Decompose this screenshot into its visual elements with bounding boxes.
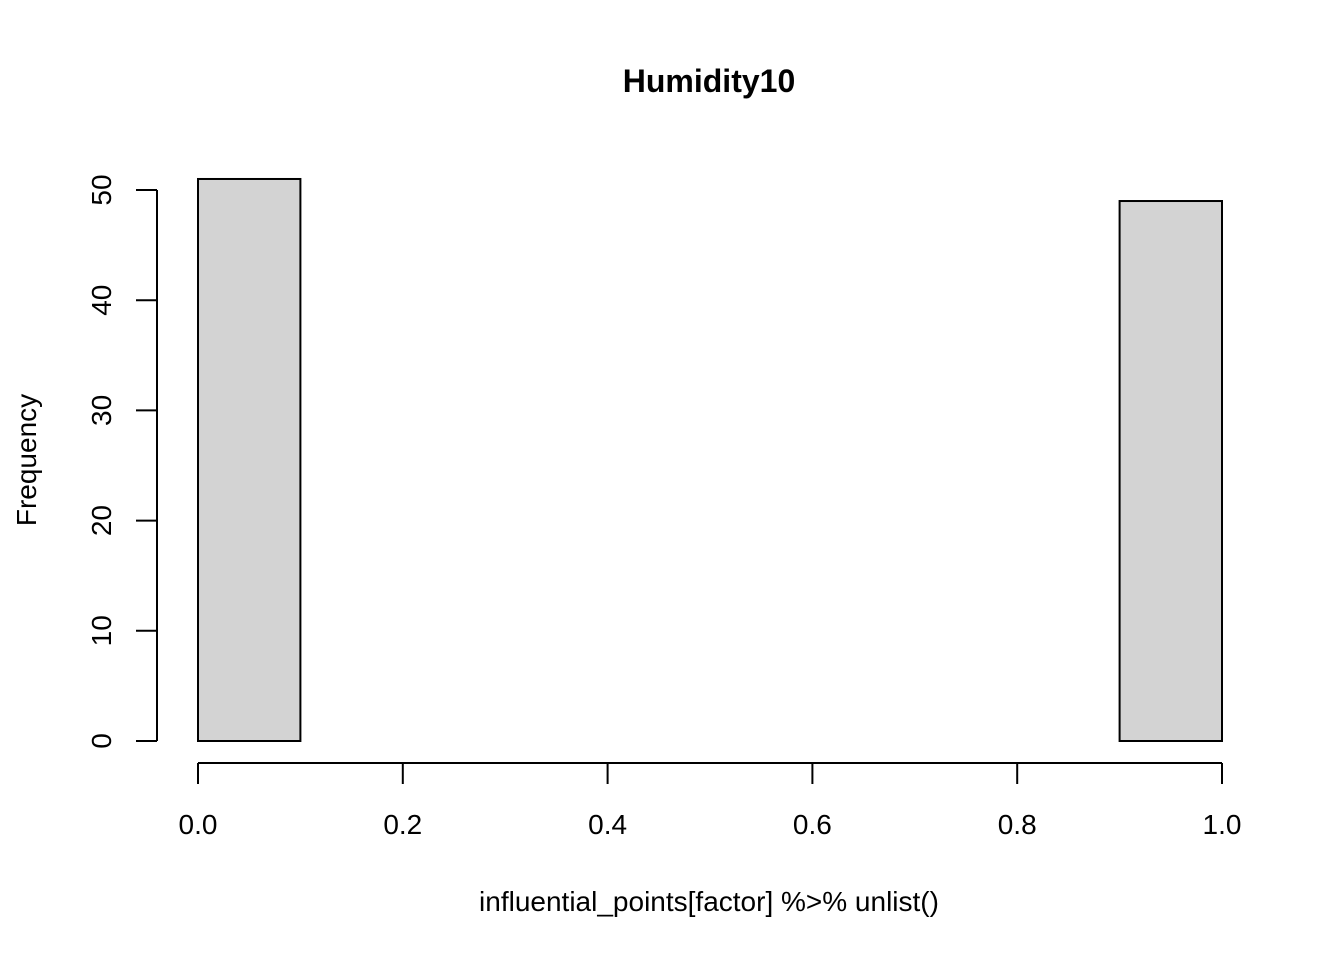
histogram-bar — [197, 177, 302, 743]
histogram-bar — [1118, 200, 1223, 742]
bars-group — [197, 177, 1223, 743]
x-tick-label: 0.6 — [793, 809, 832, 840]
x-tick-label: 1.0 — [1203, 809, 1242, 840]
x-tick-label: 0.4 — [588, 809, 627, 840]
y-tick-label: 10 — [86, 615, 117, 646]
x-tick-label: 0.8 — [998, 809, 1037, 840]
y-tick-label: 40 — [86, 285, 117, 316]
x-tick-label: 0.2 — [383, 809, 422, 840]
y-axis: 0 10 20 30 40 50 — [86, 174, 158, 749]
y-tick-label: 20 — [86, 505, 117, 536]
x-axis-label: influential_points[factor] %>% unlist() — [479, 886, 939, 917]
chart-title: Humidity10 — [623, 63, 795, 99]
y-axis-label: Frequency — [11, 394, 42, 526]
y-tick-label: 50 — [86, 174, 117, 205]
y-tick-label: 30 — [86, 395, 117, 426]
x-axis: 0.0 0.2 0.4 0.6 0.8 1.0 — [179, 762, 1242, 840]
x-tick-label: 0.0 — [179, 809, 218, 840]
y-tick-label: 0 — [86, 733, 117, 749]
